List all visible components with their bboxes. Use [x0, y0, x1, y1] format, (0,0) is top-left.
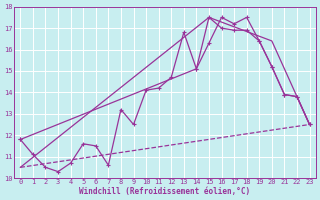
- X-axis label: Windchill (Refroidissement éolien,°C): Windchill (Refroidissement éolien,°C): [79, 187, 251, 196]
